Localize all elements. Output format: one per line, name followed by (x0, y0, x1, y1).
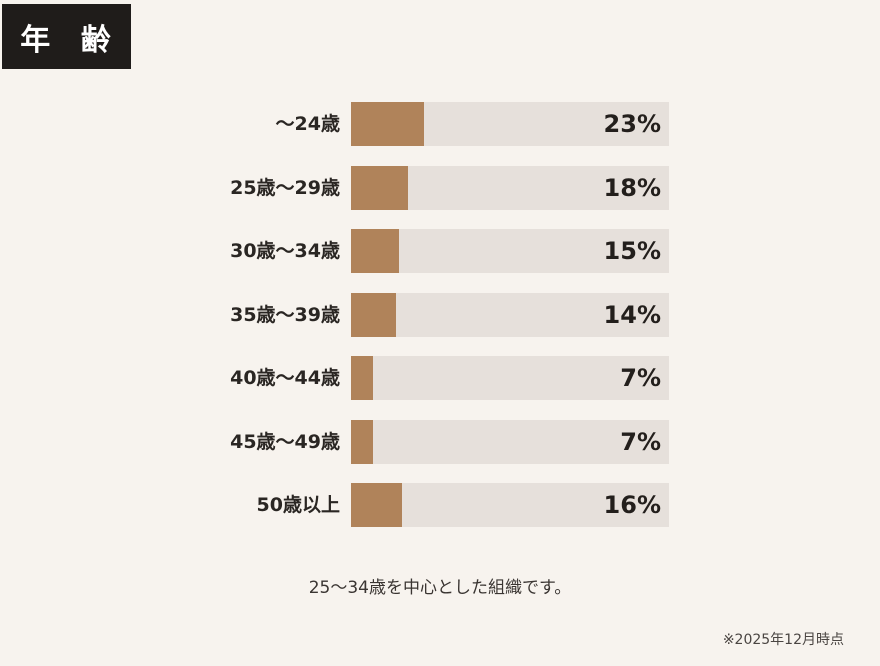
bar-fill (351, 292, 396, 337)
bar-value: 16% (603, 491, 661, 519)
bar-track: 18% (351, 165, 669, 210)
bar-value: 14% (603, 300, 661, 329)
bar-fill (351, 356, 374, 400)
bar-track: 23% (351, 102, 669, 146)
bar-fill (351, 419, 374, 464)
bar-value: 15% (603, 237, 661, 265)
bar-row: 50歳以上 16% (0, 483, 880, 527)
date-footnote: ※2025年12月時点 (722, 632, 844, 648)
bar-label: 30歳〜34歳 (230, 240, 340, 262)
bar-track: 16% (351, 483, 669, 527)
chart-caption: 25〜34歳を中心とした組織です。 (308, 578, 572, 598)
bar-track: 7% (351, 356, 669, 400)
bar-row: 45歳〜49歳 7% (0, 419, 880, 464)
bar-fill (351, 165, 409, 210)
bar-value: 7% (620, 364, 661, 392)
bar-label: 〜24歳 (275, 113, 340, 135)
bar-label: 50歳以上 (256, 494, 340, 516)
bar-fill (351, 102, 425, 146)
bar-value: 18% (603, 173, 661, 202)
bar-value: 23% (603, 110, 661, 138)
bar-label: 35歳〜39歳 (230, 303, 340, 326)
bar-row: 40歳〜44歳 7% (0, 356, 880, 400)
bar-row: 35歳〜39歳 14% (0, 292, 880, 337)
bar-label: 40歳〜44歳 (230, 367, 340, 389)
bar-row: 30歳〜34歳 15% (0, 229, 880, 273)
bar-value: 7% (620, 427, 661, 456)
bar-row: 25歳〜29歳 18% (0, 165, 880, 210)
bar-track: 7% (351, 419, 669, 464)
bar-fill (351, 483, 402, 527)
bar-row: 〜24歳 23% (0, 102, 880, 146)
bar-label: 45歳〜49歳 (230, 430, 340, 453)
bar-fill (351, 229, 399, 273)
bar-track: 14% (351, 292, 669, 337)
section-title: 年 齢 (2, 4, 131, 69)
bar-track: 15% (351, 229, 669, 273)
bar-label: 25歳〜29歳 (230, 176, 340, 199)
